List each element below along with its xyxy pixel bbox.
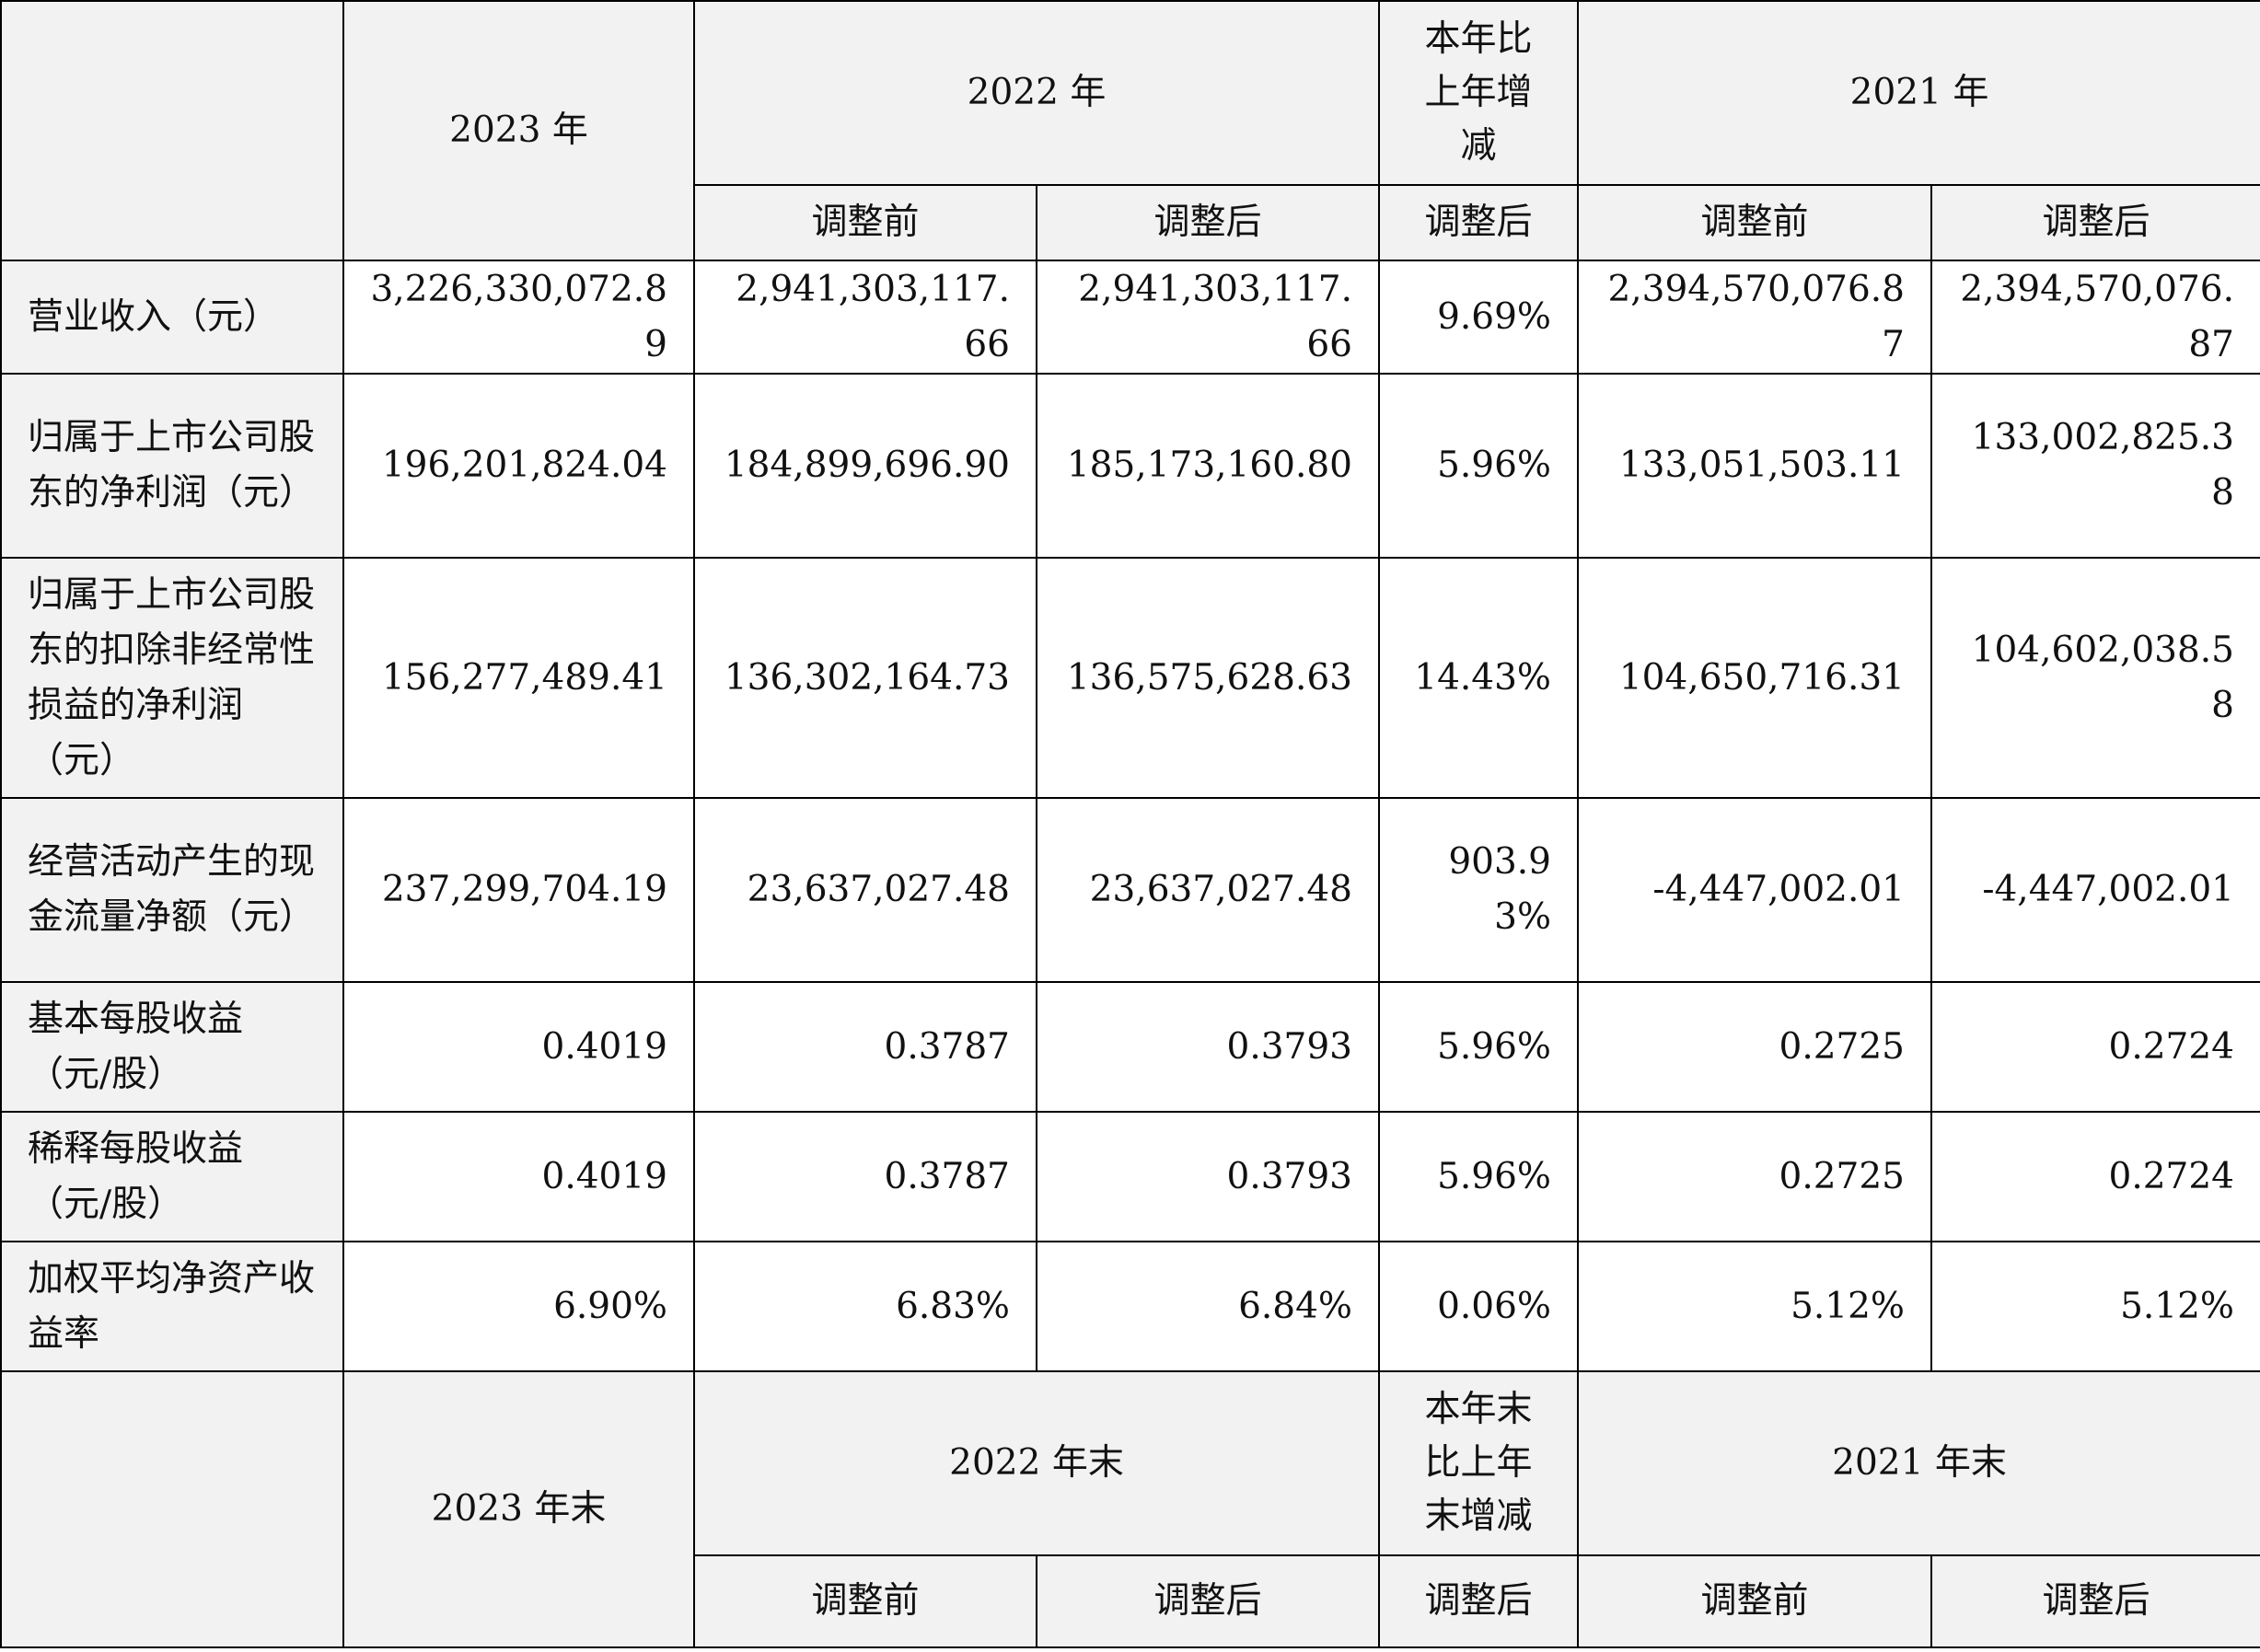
- value-2023: 3,226,330,072.89: [342, 260, 695, 375]
- header-2022-after: 调整后: [1036, 184, 1380, 261]
- header-change-after: 调整后: [1378, 184, 1579, 261]
- value-2022-before: 0.3787: [693, 1111, 1037, 1242]
- row-label: 归属于上市公司股东的扣除非经常性损益的净利润（元）: [0, 557, 344, 799]
- value-2023: 237,299,704.19: [342, 797, 695, 983]
- row-label: 营业收入（元）: [0, 260, 344, 375]
- header-2021-end-before: 调整前: [1577, 1554, 1932, 1648]
- value-2021-after: -4,447,002.01: [1930, 797, 2260, 983]
- table-row: 稀释每股收益（元/股） 0.4019 0.3787 0.3793 5.96% 0…: [0, 1111, 2260, 1242]
- value-change: 0.06%: [1378, 1241, 1579, 1372]
- value-2021-before: 133,051,503.11: [1577, 373, 1932, 559]
- table-row: 经营活动产生的现金流量净额（元） 237,299,704.19 23,637,0…: [0, 797, 2260, 983]
- header-change: 本年比 上年增 减: [1378, 0, 1579, 186]
- header-2021-end: 2021 年末: [1577, 1370, 2260, 1556]
- value-change: 5.96%: [1378, 981, 1579, 1113]
- header-2022-before: 调整前: [693, 184, 1037, 261]
- row-label: 基本每股收益（元/股）: [0, 981, 344, 1113]
- value-2022-after: 6.84%: [1036, 1241, 1380, 1372]
- value-2022-after: 0.3793: [1036, 1111, 1380, 1242]
- table-row: 归属于上市公司股东的扣除非经常性损益的净利润（元） 156,277,489.41…: [0, 557, 2260, 799]
- value-2022-before: 0.3787: [693, 981, 1037, 1113]
- value-2021-before: -4,447,002.01: [1577, 797, 1932, 983]
- table-row: 加权平均净资产收益率 6.90% 6.83% 6.84% 0.06% 5.12%…: [0, 1241, 2260, 1372]
- header-2022-end-after: 调整后: [1036, 1554, 1380, 1648]
- table-row: 归属于上市公司股东的净利润（元） 196,201,824.04 184,899,…: [0, 373, 2260, 559]
- value-2022-before: 136,302,164.73: [693, 557, 1037, 799]
- value-2023: 0.4019: [342, 981, 695, 1113]
- header-2021-before: 调整前: [1577, 184, 1932, 261]
- value-2023: 0.4019: [342, 1111, 695, 1242]
- value-2021-before: 0.2725: [1577, 981, 1932, 1113]
- row-label: 稀释每股收益（元/股）: [0, 1111, 344, 1242]
- table-row: 营业收入（元） 3,226,330,072.89 2,941,303,117.6…: [0, 260, 2260, 375]
- value-change: 5.96%: [1378, 1111, 1579, 1242]
- header-2023: 2023 年: [342, 0, 695, 261]
- value-2023: 6.90%: [342, 1241, 695, 1372]
- header-2021-after: 调整后: [1930, 184, 2260, 261]
- value-2022-before: 23,637,027.48: [693, 797, 1037, 983]
- header-row-2: 2023 年末 2022 年末 本年末 比上年 末增减 2021 年末: [0, 1370, 2260, 1648]
- value-2021-before: 5.12%: [1577, 1241, 1932, 1372]
- header-2021-end-after: 调整后: [1930, 1554, 2260, 1648]
- row-label: 归属于上市公司股东的净利润（元）: [0, 373, 344, 559]
- value-2022-before: 184,899,696.90: [693, 373, 1037, 559]
- table-row: 基本每股收益（元/股） 0.4019 0.3787 0.3793 5.96% 0…: [0, 981, 2260, 1113]
- header-change-end-after: 调整后: [1378, 1554, 1579, 1648]
- header-2021: 2021 年: [1577, 0, 2260, 186]
- value-2023: 156,277,489.41: [342, 557, 695, 799]
- value-2021-after: 104,602,038.58: [1930, 557, 2260, 799]
- header-2022-end-before: 调整前: [693, 1554, 1037, 1648]
- value-2021-after: 0.2724: [1930, 1111, 2260, 1242]
- value-2022-after: 136,575,628.63: [1036, 557, 1380, 799]
- header-2022: 2022 年: [693, 0, 1380, 186]
- value-2023: 196,201,824.04: [342, 373, 695, 559]
- corner-cell: [0, 1370, 344, 1648]
- value-2021-before: 104,650,716.31: [1577, 557, 1932, 799]
- header-subrow-2: 调整前 调整后 调整后 调整前 调整后: [1, 1554, 2260, 1648]
- value-change: 903.93%: [1378, 797, 1579, 983]
- value-2021-after: 133,002,825.38: [1930, 373, 2260, 559]
- header-row-1: 2023 年 2022 年 本年比 上年增 减 2021 年: [0, 0, 2260, 261]
- row-label: 经营活动产生的现金流量净额（元）: [0, 797, 344, 983]
- header-2023-end: 2023 年末: [342, 1370, 695, 1648]
- corner-cell: [0, 0, 344, 261]
- value-2021-after: 5.12%: [1930, 1241, 2260, 1372]
- value-2022-before: 6.83%: [693, 1241, 1037, 1372]
- row-label: 加权平均净资产收益率: [0, 1241, 344, 1372]
- value-2022-after: 185,173,160.80: [1036, 373, 1380, 559]
- value-change: 5.96%: [1378, 373, 1579, 559]
- value-change: 9.69%: [1378, 260, 1579, 375]
- value-2022-after: 2,941,303,117.66: [1036, 260, 1380, 375]
- header-2022-end: 2022 年末: [693, 1370, 1380, 1556]
- value-2022-after: 0.3793: [1036, 981, 1380, 1113]
- header-change-end: 本年末 比上年 末增减: [1378, 1370, 1579, 1556]
- value-2022-after: 23,637,027.48: [1036, 797, 1380, 983]
- value-2021-before: 0.2725: [1577, 1111, 1932, 1242]
- value-2021-after: 2,394,570,076.87: [1930, 260, 2260, 375]
- value-2022-before: 2,941,303,117.66: [693, 260, 1037, 375]
- value-2021-after: 0.2724: [1930, 981, 2260, 1113]
- value-change: 14.43%: [1378, 557, 1579, 799]
- header-subrow-1: 调整前 调整后 调整后 调整前 调整后: [1, 184, 2260, 261]
- value-2021-before: 2,394,570,076.87: [1577, 260, 1932, 375]
